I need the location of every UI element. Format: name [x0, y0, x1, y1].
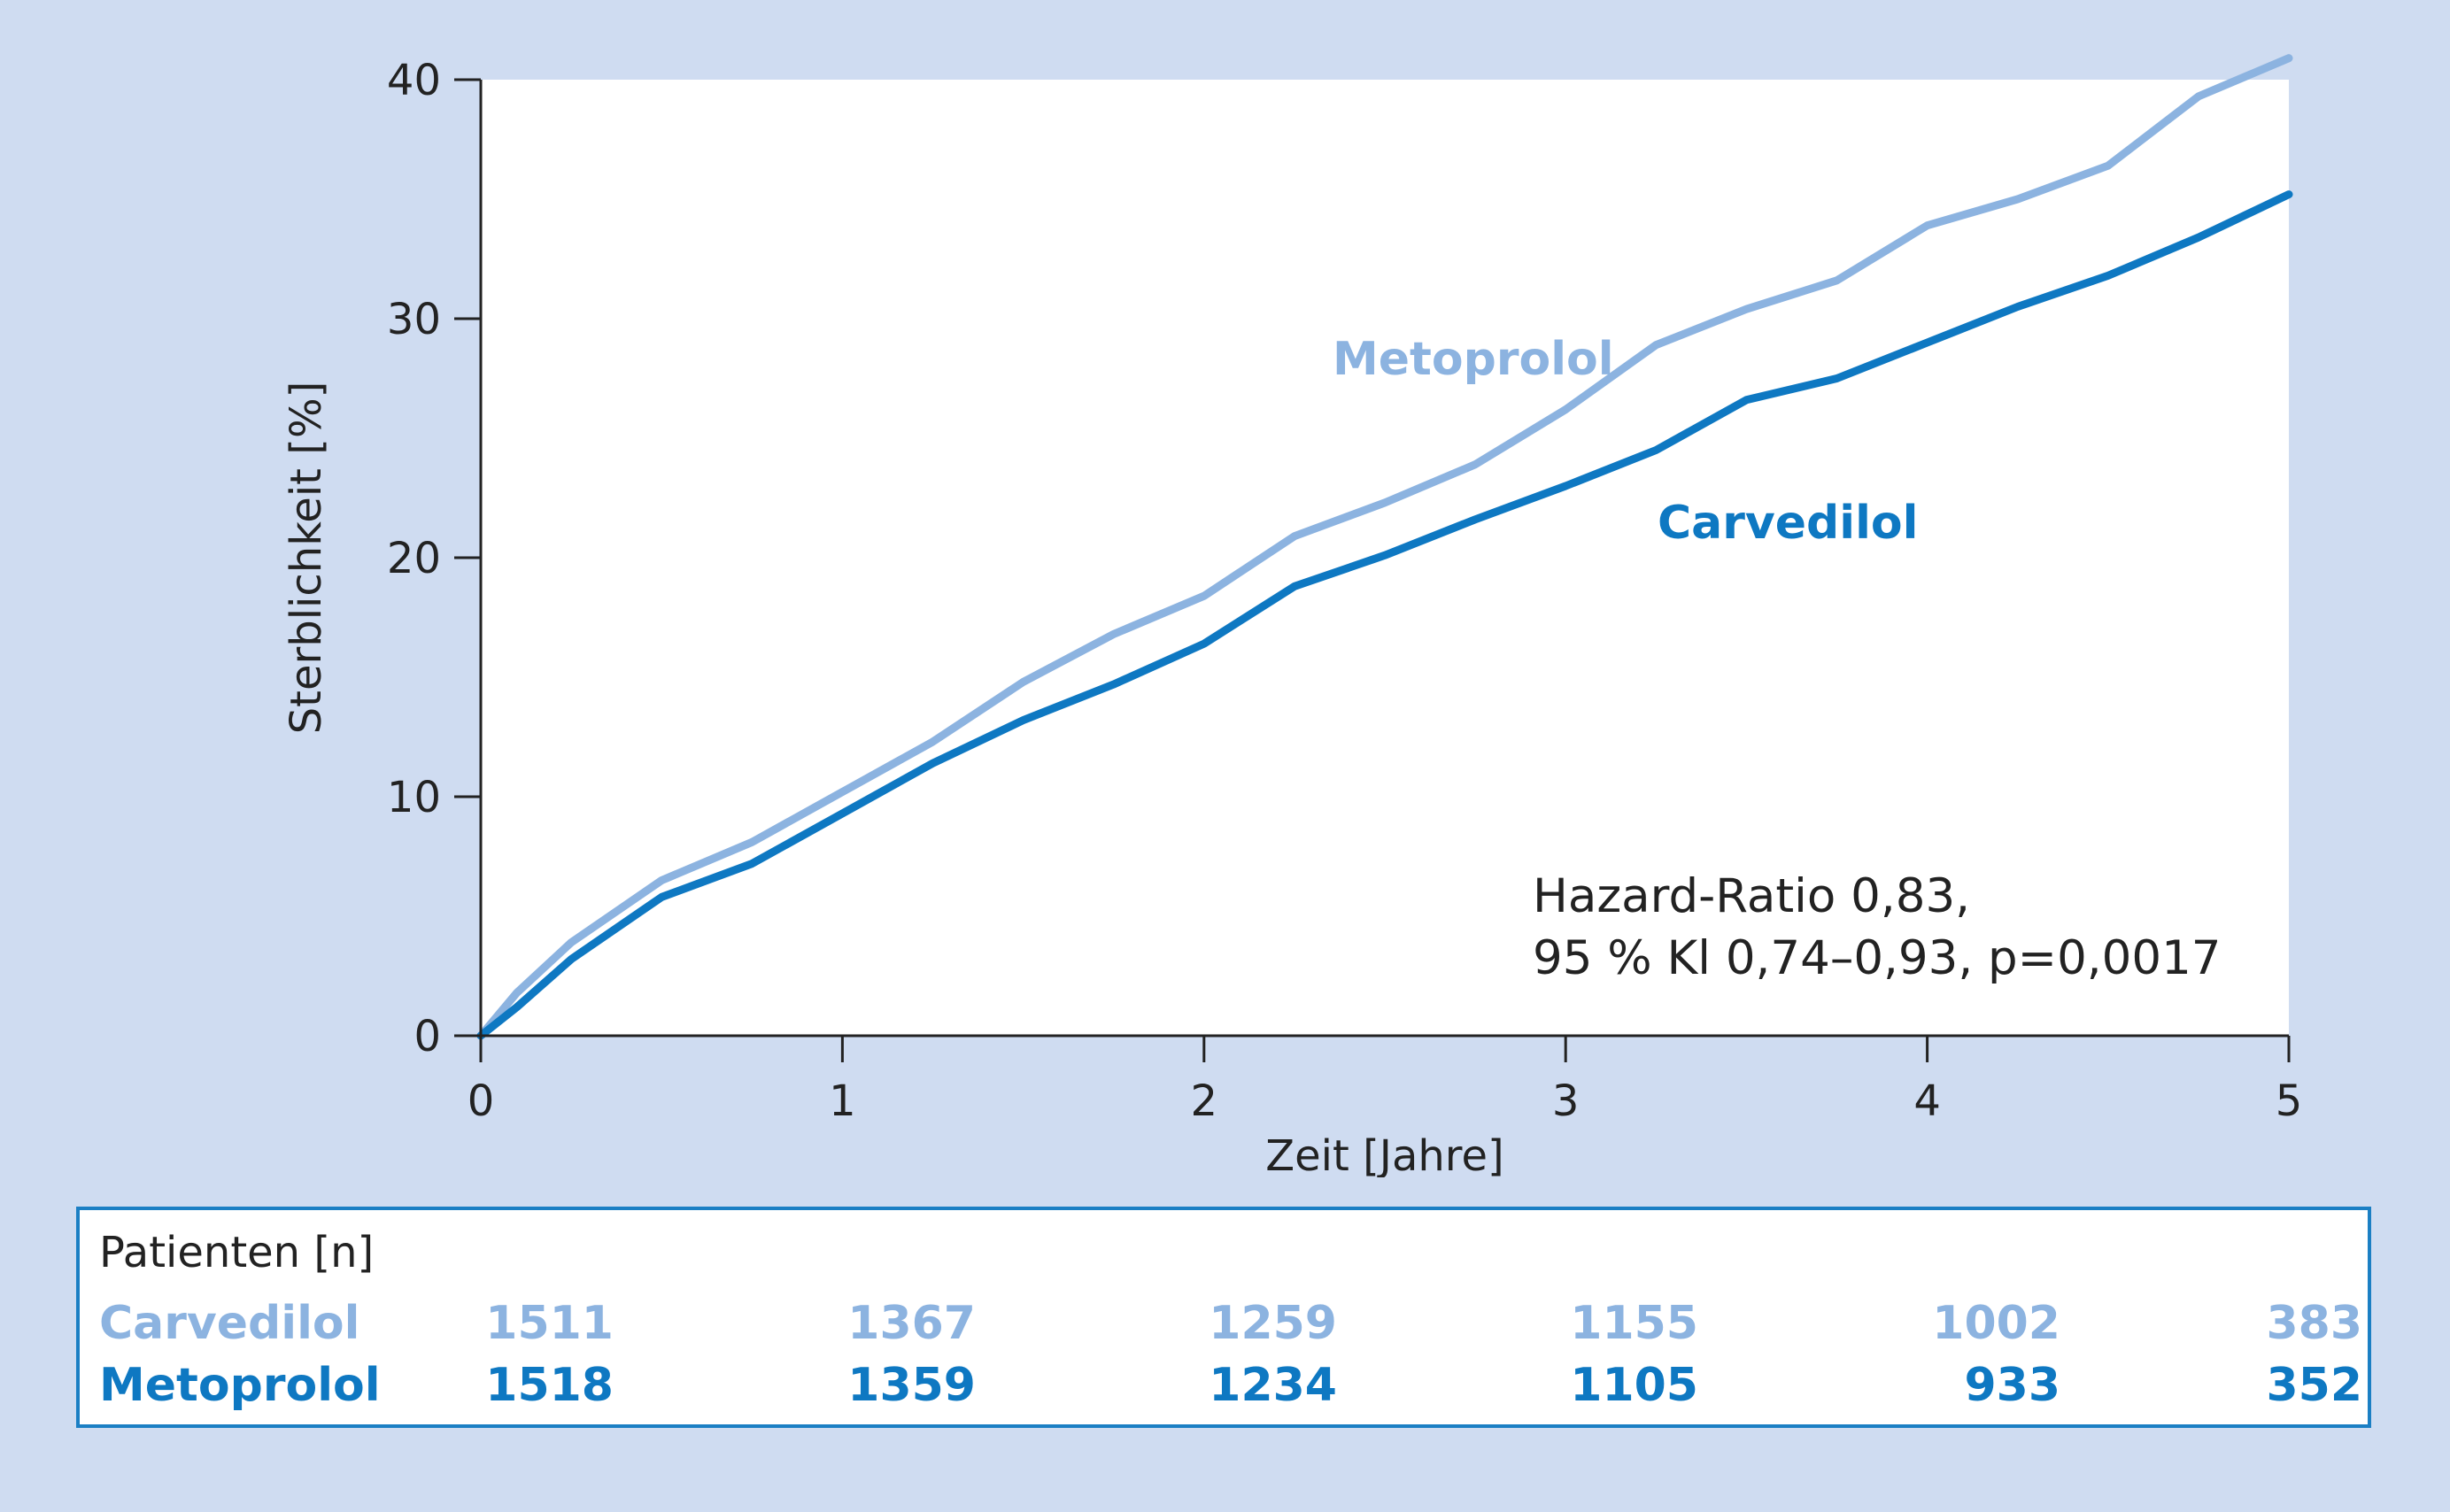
- series-line-carvedilol: [476, 190, 2293, 1040]
- risk-row-carvedilol: Carvedilol 1511 1367 1259 1155 1002 383: [80, 1297, 2368, 1354]
- y-tick-label: 0: [413, 1012, 441, 1061]
- risk-cell: 1511: [485, 1297, 614, 1350]
- y-axis-title: Sterblichkeit [%]: [282, 382, 331, 735]
- risk-cell: 1518: [485, 1359, 614, 1412]
- risk-cell: 1002: [1932, 1297, 2060, 1350]
- y-ticks: 0 10 20 30 40: [387, 56, 481, 1061]
- annotation-line-2: 95 % Kl 0,74–0,93, p=0,0017: [1533, 931, 2222, 985]
- x-tick-label: 3: [1552, 1076, 1580, 1126]
- risk-row-label: Carvedilol: [99, 1297, 360, 1350]
- risk-cell: 1105: [1570, 1359, 1698, 1412]
- risk-cell: 933: [1964, 1359, 2060, 1412]
- risk-cell: 352: [2266, 1359, 2362, 1412]
- risk-cell: 1234: [1209, 1359, 1337, 1412]
- risk-table-title: Patienten [n]: [99, 1228, 375, 1277]
- risk-cell: 1359: [847, 1359, 976, 1412]
- x-tick-label: 2: [1191, 1076, 1218, 1126]
- y-tick-label: 30: [387, 295, 441, 344]
- risk-table: Patienten [n] Carvedilol 1511 1367 1259 …: [76, 1207, 2371, 1428]
- x-ticks: 0 1 2 3 4 5: [468, 1036, 2303, 1126]
- kaplan-meier-chart: 0 1 2 3 4 5 0 10 20 30 40 Zeit [Jahre] Sterblichk…: [282, 54, 2303, 1177]
- risk-cell: 1259: [1209, 1297, 1337, 1350]
- series-line-metoprolol: [476, 54, 2293, 1040]
- x-tick-label: 4: [1913, 1076, 1941, 1126]
- x-tick-label: 0: [468, 1076, 495, 1126]
- y-tick-label: 20: [387, 534, 441, 583]
- annotation-line-1: Hazard-Ratio 0,83,: [1533, 869, 1970, 923]
- x-axis-title: Zeit [Jahre]: [1265, 1131, 1503, 1177]
- risk-cell: 1367: [847, 1297, 976, 1350]
- risk-row-label: Metoprolol: [99, 1359, 381, 1412]
- series-label-metoprolol: Metoprolol: [1333, 333, 1614, 386]
- risk-cell: 1155: [1570, 1297, 1698, 1350]
- x-tick-label: 5: [2276, 1076, 2303, 1126]
- y-tick-label: 10: [387, 773, 441, 822]
- risk-row-metoprolol: Metoprolol 1518 1359 1234 1105 933 352: [80, 1359, 2368, 1416]
- series-layer: [476, 54, 2293, 1040]
- x-tick-label: 1: [829, 1076, 856, 1126]
- series-label-carvedilol: Carvedilol: [1658, 497, 1918, 550]
- risk-cell: 383: [2266, 1297, 2362, 1350]
- y-tick-label: 40: [387, 56, 441, 105]
